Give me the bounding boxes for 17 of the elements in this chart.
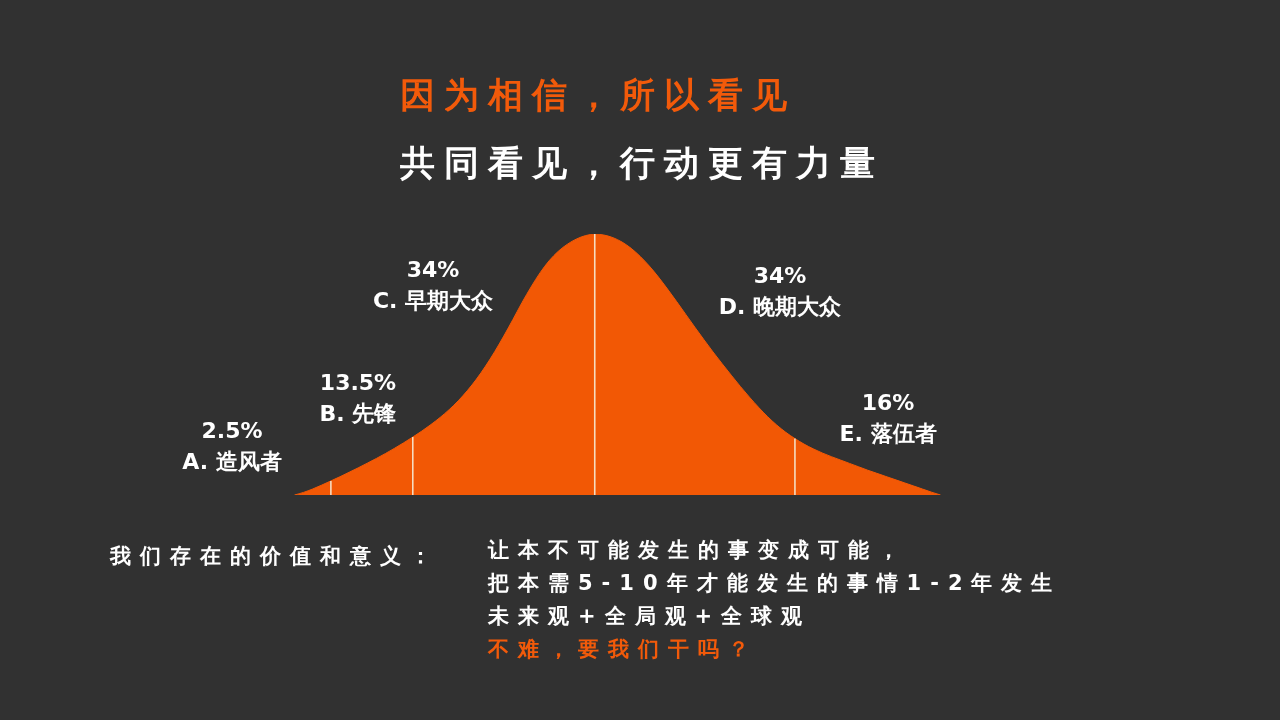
text: 我们存在的价值和意义： — [110, 544, 440, 570]
chart-subtitle: 共同看见，行动更有力量 — [400, 142, 884, 184]
series-label: B. 先锋 — [319, 400, 397, 428]
series-label: C. 早期大众 — [372, 287, 494, 315]
chart-title: 因为相信，所以看见 — [400, 74, 796, 116]
annotation: 13.5% — [319, 369, 397, 397]
series-label: D. 晚期大众 — [718, 293, 842, 321]
annotation: 34% — [406, 256, 460, 284]
series-label: A. 造风者 — [182, 448, 282, 476]
text: 让本不可能发生的事变成可能， — [488, 538, 908, 564]
annotation: 34% — [753, 262, 807, 290]
text: 把本需5-10年才能发生的事情1-2年发生 — [488, 571, 1062, 597]
text: 不难，要我们干吗？ — [488, 637, 758, 663]
annotation: 2.5% — [201, 417, 263, 445]
annotation: 16% — [861, 389, 915, 417]
series-label: E. 落伍者 — [839, 420, 937, 448]
text: 未来观+全局观+全球观 — [488, 604, 812, 630]
